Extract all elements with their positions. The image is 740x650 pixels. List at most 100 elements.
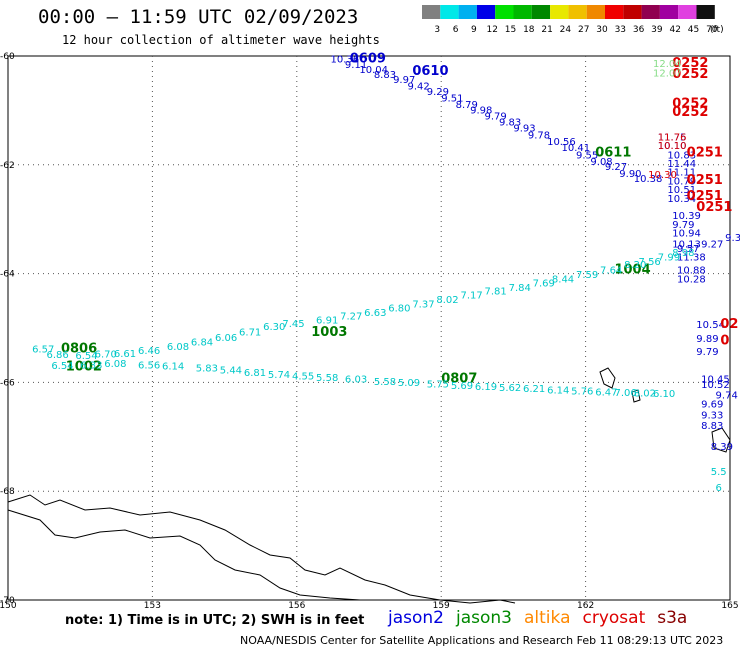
map-title: 00:00 – 11:59 UTC 02/09/2023 (38, 6, 359, 28)
swh-reading: 10.41 (562, 143, 591, 154)
swh-reading: 5.09 (398, 378, 420, 389)
lat-tick-label: -66 (0, 378, 15, 388)
swh-reading: 11.76 (658, 132, 687, 143)
color-scale-label: 33 (615, 25, 626, 35)
swh-reading: 10.79 (667, 176, 696, 187)
swh-reading: 10.13 (672, 239, 701, 250)
satellite-legend-altika: altika (524, 608, 571, 628)
color-scale-label: 6 (453, 25, 459, 35)
swh-reading: 6.56 (138, 360, 160, 371)
swh-reading: 8.02 (634, 389, 656, 400)
pass-time-label: 0806 (61, 341, 97, 356)
track-jason3: 0611 1004 1003 0806 1002 0807 (61, 146, 651, 387)
swh-reading: 7.06 (614, 388, 636, 399)
swh-reading: 6.19 (475, 382, 497, 393)
satellite-legend-cryosat: cryosat (582, 608, 646, 628)
swh-reading: 10.38 (634, 174, 663, 185)
lon-tick-label: 150 (0, 601, 17, 610)
color-scale-swatch (696, 5, 715, 19)
swh-reading: 9.42 (408, 82, 430, 93)
swh-reading: 10.54 (696, 320, 725, 331)
lon-tick-label: 162 (577, 601, 594, 610)
swh-reading: 6.46 (138, 346, 160, 357)
swh-reading: 6.86 (47, 350, 69, 361)
swh-reading: 9.27 (605, 162, 627, 173)
satellite-legend: jason2 jason3 altika cryosat s3a (388, 608, 699, 628)
swh-reading: 7.84 (509, 283, 531, 294)
swh-reading: 9.27 (701, 239, 723, 250)
island-outline (631, 389, 641, 403)
swh-reading: 11.75 (658, 132, 687, 143)
swh-reading: 9.11 (345, 60, 367, 71)
swh-reading: 9.79 (696, 347, 718, 358)
pass-time-label: 1004 (614, 263, 650, 278)
pass-time-label: 0609 (350, 52, 386, 67)
swh-reading: 6.80 (388, 304, 410, 315)
footer-note: note: 1) Time is in UTC; 2) SWH is in fe… (65, 613, 365, 628)
swh-reading: 11.11 (667, 168, 696, 179)
coastline (7, 509, 361, 601)
pass-time-label: 0252 (672, 105, 708, 120)
swh-reading: 10.52 (701, 380, 730, 391)
lat-tick-label: -68 (0, 487, 15, 497)
satellite-legend-jason3: jason3 (456, 608, 512, 628)
swh-reading: 6.70 (95, 349, 117, 360)
swh-reading: 6.08 (167, 342, 189, 353)
color-scale-label: 30 (596, 25, 608, 35)
color-scale-label: 39 (651, 25, 663, 35)
pass-time-label: 0252 (672, 97, 708, 112)
color-scale-swatch (476, 5, 496, 19)
swh-reading: 10.94 (672, 229, 701, 240)
color-scale-swatch (623, 5, 642, 19)
swh-reading: 10.10 (658, 141, 687, 152)
pass-time-label: 0251 (696, 200, 732, 215)
swh-reading: 12.07 (653, 69, 682, 80)
swh-reading: 8.83 (374, 70, 396, 81)
swh-reading: 8.44 (552, 274, 574, 285)
swh-reading: 10.88 (677, 266, 706, 277)
color-scale-label: 15 (505, 25, 516, 35)
wave-height-map: 150 153 156 159 162 165 -60 -62 -64 -66 -68 -70 10.3… (0, 52, 740, 610)
color-scale-label: 21 (541, 25, 552, 35)
swh-reading: 10.30 (648, 170, 677, 181)
swh-reading: 9.78 (528, 131, 550, 142)
swh-reading: 7.69 (533, 279, 555, 290)
swh-reading: 6.10 (653, 389, 675, 400)
swh-reading: 7.81 (485, 286, 507, 297)
color-scale-legend: 3 6 9 12 15 18 21 24 27 30 33 36 39 42 45 70(ft) (422, 5, 724, 35)
swh-reading: 9.69 (701, 399, 723, 410)
track-jason2: 10.369.1110.048.839.979.429.299.518.799.… (330, 52, 662, 186)
color-scale-swatch (513, 5, 532, 19)
swh-reading: 10.45 (701, 374, 730, 385)
pass-time-label: 0252 (672, 56, 708, 71)
swh-reading: 6.54 (75, 351, 97, 362)
map-subtitle: 12 hour collection of altimeter wave hei… (62, 33, 380, 47)
swh-reading: 8.20 (624, 260, 646, 271)
color-scale-swatch (659, 5, 679, 19)
swh-reading: 9.29 (427, 87, 449, 98)
swh-reading: 6.14 (547, 385, 569, 396)
swh-reading: 8.83 (701, 421, 723, 432)
swh-reading: 7.59 (576, 270, 598, 281)
satellite-legend-jason2: jason2 (388, 608, 444, 628)
swh-reading: 5.74 (268, 370, 290, 381)
swh-reading: 9.74 (716, 391, 738, 402)
swh-reading: 6.03 (345, 374, 367, 385)
swh-reading: 9.93 (513, 124, 535, 135)
swh-reading: 5.76 (571, 386, 593, 397)
track-altika: 6.576.86 6.546.706.61 6.46 6.08 6.84 6.06 6.71… (32, 248, 727, 494)
swh-reading: 6.61 (114, 349, 136, 360)
color-scale-swatch (422, 5, 441, 19)
color-scale-swatch (605, 5, 624, 19)
pass-time-label: 02 (720, 317, 738, 332)
lon-tick-label: 165 (721, 601, 738, 610)
swh-reading: 10.83 (667, 150, 696, 161)
swh-reading: 8.02 (436, 295, 458, 306)
color-scale-swatch (458, 5, 477, 19)
coastline (7, 494, 516, 604)
color-scale-swatch (550, 5, 569, 19)
swh-reading: 6.21 (523, 384, 545, 395)
swh-reading: 5.62 (499, 383, 521, 394)
swh-reading: 6.14 (162, 361, 184, 372)
